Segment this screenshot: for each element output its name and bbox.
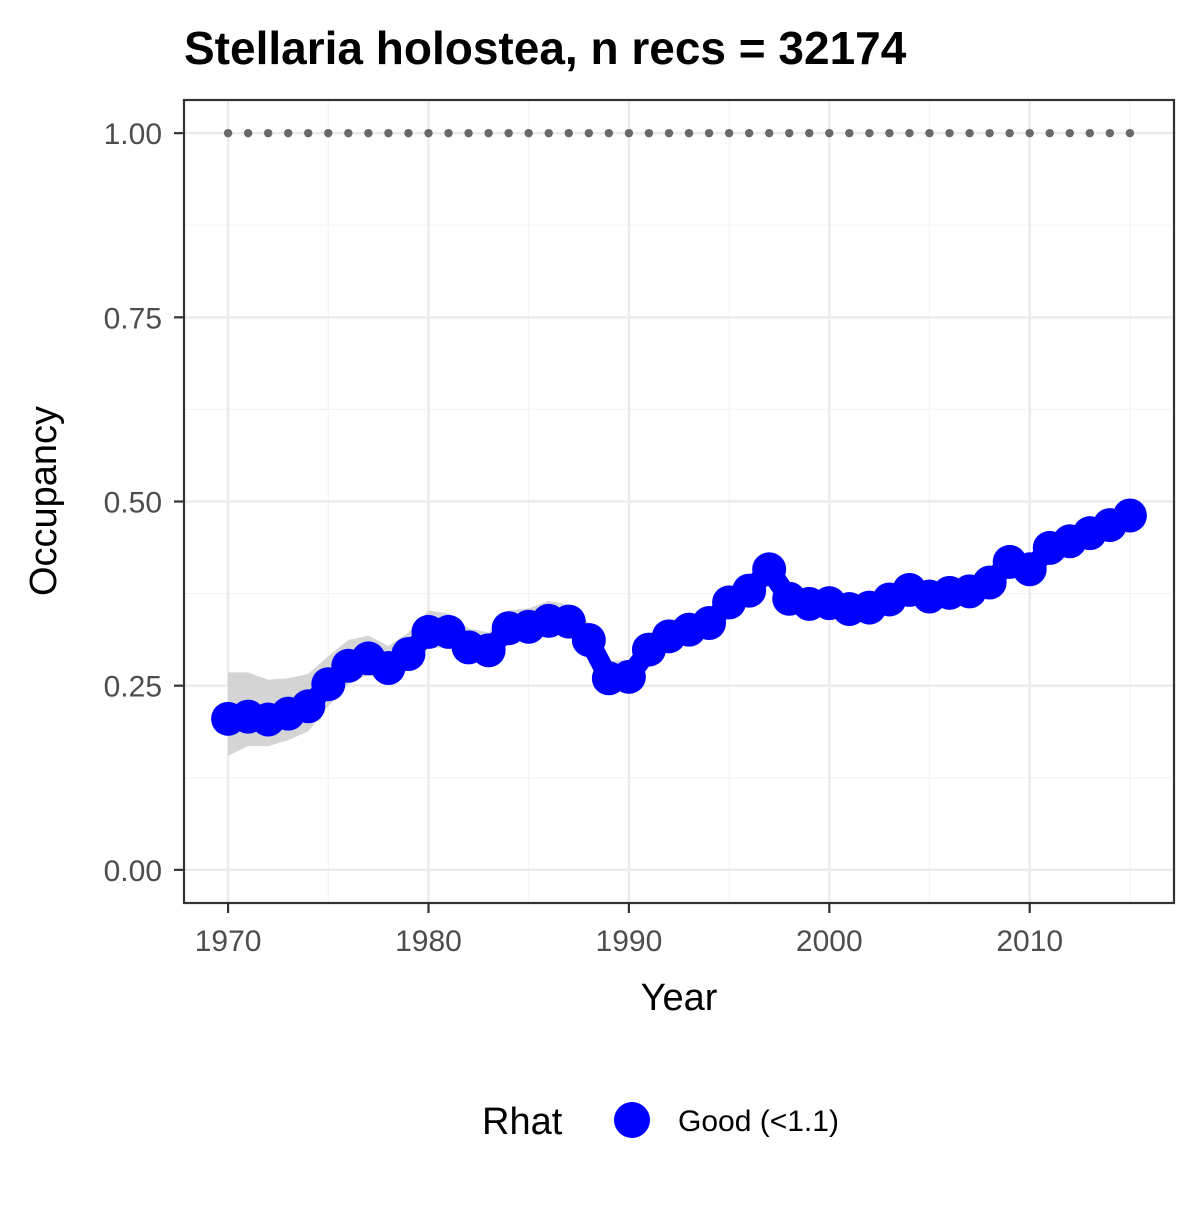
x-axis: 1970 1980 1990 2000 2010 xyxy=(195,903,1063,958)
x-tick-label: 1970 xyxy=(195,925,262,958)
y-axis: 0.00 0.25 0.50 0.75 1.00 xyxy=(104,118,184,888)
reference-point xyxy=(825,128,834,138)
reference-point xyxy=(1065,128,1074,138)
reference-point xyxy=(484,128,493,138)
data-point xyxy=(1012,552,1047,587)
reference-point xyxy=(965,128,974,138)
y-tick-label: 0.75 xyxy=(104,302,162,335)
data-point xyxy=(291,689,326,724)
legend-label-good: Good (<1.1) xyxy=(678,1105,839,1138)
legend-key-good xyxy=(614,1102,650,1138)
reference-point xyxy=(1005,128,1014,138)
reference-point xyxy=(284,128,293,138)
series-points-layer xyxy=(211,498,1147,737)
reference-point xyxy=(644,128,654,138)
reference-point xyxy=(785,128,794,138)
reference-point xyxy=(744,128,754,138)
reference-point xyxy=(985,128,994,138)
y-axis-title: Occupancy xyxy=(23,406,65,596)
reference-point xyxy=(845,128,854,138)
x-tick-label: 2010 xyxy=(996,925,1063,958)
reference-point xyxy=(805,128,814,138)
reference-point xyxy=(664,128,674,138)
reference-point xyxy=(304,128,313,138)
reference-point xyxy=(243,128,253,138)
reference-point xyxy=(865,128,874,138)
reference-point xyxy=(624,128,634,138)
data-point xyxy=(471,633,506,668)
reference-point xyxy=(885,128,894,138)
reference-point xyxy=(684,128,694,138)
reference-point xyxy=(724,128,734,138)
reference-point xyxy=(324,128,333,138)
x-tick-label: 2000 xyxy=(796,925,863,958)
reference-point xyxy=(604,128,614,138)
legend: Rhat Good (<1.1) xyxy=(482,1101,839,1143)
data-point xyxy=(391,636,426,671)
reference-point xyxy=(704,128,714,138)
data-point xyxy=(611,659,646,694)
y-tick-label: 0.25 xyxy=(104,671,162,704)
x-tick-label: 1990 xyxy=(596,925,663,958)
reference-point xyxy=(945,128,954,138)
reference-point xyxy=(464,128,473,138)
x-tick-label: 1980 xyxy=(395,925,462,958)
reference-point xyxy=(584,128,594,138)
reference-point xyxy=(404,128,413,138)
y-tick-label: 0.50 xyxy=(104,487,162,520)
gridlines xyxy=(184,100,1174,903)
reference-point xyxy=(1025,128,1034,138)
reference-point xyxy=(1125,128,1135,138)
reference-point xyxy=(905,128,914,138)
reference-point xyxy=(1085,128,1095,138)
reference-point xyxy=(223,128,233,138)
reference-point xyxy=(364,128,373,138)
reference-point xyxy=(764,128,774,138)
chart-title: Stellaria holostea, n recs = 32174 xyxy=(184,22,907,74)
reference-point xyxy=(344,128,353,138)
reference-point xyxy=(1105,128,1115,138)
reference-point xyxy=(925,128,934,138)
y-tick-label: 1.00 xyxy=(104,118,162,151)
data-point xyxy=(732,573,767,608)
data-point xyxy=(571,622,606,657)
x-axis-title: Year xyxy=(641,977,718,1019)
reference-point xyxy=(384,128,393,138)
reference-point xyxy=(444,128,453,138)
data-point xyxy=(1112,498,1147,533)
reference-point xyxy=(544,128,553,138)
data-point xyxy=(752,552,787,587)
reference-point xyxy=(1045,128,1054,138)
reference-point xyxy=(263,128,273,138)
reference-point xyxy=(564,128,573,138)
reference-points-layer xyxy=(223,128,1135,138)
y-tick-label: 0.00 xyxy=(104,855,162,888)
reference-point xyxy=(524,128,533,138)
reference-point xyxy=(504,128,513,138)
reference-point xyxy=(424,128,433,138)
legend-title: Rhat xyxy=(482,1101,563,1143)
